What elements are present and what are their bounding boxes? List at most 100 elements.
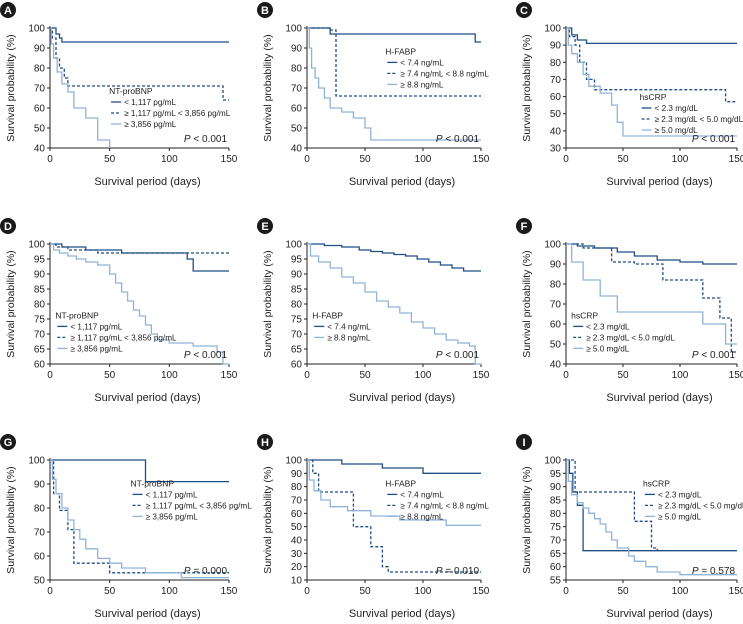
y-tick-label: 100 xyxy=(28,24,45,35)
legend-entry: < 1,117 pg/mL xyxy=(70,322,122,331)
x-tick-label: 0 xyxy=(304,586,310,597)
survival-curve xyxy=(566,243,737,265)
legend-title: H-FABP xyxy=(385,478,416,488)
y-tick-label: 60 xyxy=(291,104,303,115)
survival-curve xyxy=(307,243,481,365)
y-tick-label: 30 xyxy=(550,144,562,155)
panel-letter: A xyxy=(4,5,12,17)
p-value: P < 0.001 xyxy=(436,134,480,145)
x-tick-label: 150 xyxy=(221,370,238,381)
panel-badge xyxy=(0,434,16,450)
y-tick-label: 40 xyxy=(291,536,303,547)
panel-badge xyxy=(516,434,532,450)
y-tick-label: 65 xyxy=(291,345,303,356)
legend-title: hsCRP xyxy=(640,92,667,102)
survival-curve xyxy=(50,27,111,148)
x-tick-label: 0 xyxy=(47,154,53,165)
y-tick-label: 100 xyxy=(28,240,45,251)
legend-entry: < 2.3 mg/dL xyxy=(655,104,699,113)
y-tick-label: 55 xyxy=(550,576,562,587)
legend-entry: ≥ 8.8 ng/mL xyxy=(400,512,444,521)
legend-title: H-FABP xyxy=(385,46,416,56)
x-tick-label: 150 xyxy=(473,154,490,165)
y-tick-label: 95 xyxy=(34,255,46,266)
survival-curve xyxy=(566,27,737,45)
p-value-symbol: P xyxy=(692,134,699,145)
legend-title: hsCRP xyxy=(571,310,598,320)
survival-curve xyxy=(50,459,229,579)
y-tick-label: 90 xyxy=(550,260,562,271)
legend-entry: < 7.4 ng/mL xyxy=(400,58,444,67)
y-tick-label: 80 xyxy=(550,280,562,291)
x-tick-label: 0 xyxy=(563,586,569,597)
survival-curve xyxy=(50,459,229,483)
x-tick-label: 50 xyxy=(359,154,371,165)
y-tick-label: 95 xyxy=(291,255,303,266)
legend-title: NT-proBNP xyxy=(109,86,153,96)
p-value-symbol: P xyxy=(692,350,699,361)
panel-letter: F xyxy=(521,221,528,233)
y-axis-label: Survival probability (%) xyxy=(521,466,533,573)
legend-entry: ≥ 5.0 mg/dL xyxy=(586,344,630,353)
y-tick-label: 75 xyxy=(34,315,46,326)
legend-entry: < 1,117 pg/mL xyxy=(124,98,176,107)
p-value: P < 0.001 xyxy=(184,134,228,145)
y-tick-label: 70 xyxy=(550,75,562,86)
p-value-symbol: P xyxy=(184,350,191,361)
y-tick-label: 80 xyxy=(291,300,303,311)
panel-h: H 10 20 30 40 50 60 70 80 90 100 0 50 100 150 Survival … xyxy=(257,434,490,620)
p-value-symbol: P xyxy=(184,566,191,577)
p-value-text: < 0.001 xyxy=(699,134,736,145)
y-tick-label: 60 xyxy=(34,552,46,563)
legend-entry: ≥ 1,117 pg/mL < 3,856 pg/mL xyxy=(124,109,231,118)
y-tick-label: 70 xyxy=(34,330,46,341)
p-value-text: < 0.001 xyxy=(443,134,480,145)
p-value: P = 0.578 xyxy=(692,566,736,577)
survival-curve xyxy=(566,243,737,345)
legend-entry: < 2.3 mg/dL xyxy=(586,322,630,331)
x-tick-label: 100 xyxy=(415,370,432,381)
y-tick-label: 80 xyxy=(34,504,46,515)
legend-entry: < 7.4 ng/mL xyxy=(400,490,444,499)
panel-letter: H xyxy=(261,437,269,449)
x-axis-label: Survival period (days) xyxy=(606,392,712,404)
y-tick-label: 50 xyxy=(291,124,303,135)
x-axis-label: Survival period (days) xyxy=(349,608,455,620)
survival-curve xyxy=(566,459,737,576)
y-tick-label: 50 xyxy=(291,522,303,533)
legend-entry: ≥ 1,117 pg/mL < 3,856 pg/mL xyxy=(70,333,177,342)
p-value-symbol: P xyxy=(436,350,443,361)
y-tick-label: 70 xyxy=(291,84,303,95)
x-tick-label: 150 xyxy=(221,154,238,165)
legend-entry: ≥ 2.3 mg/dL < 5.0 mg/dL xyxy=(586,333,675,342)
y-tick-label: 70 xyxy=(550,300,562,311)
panel-letter: C xyxy=(520,5,528,17)
x-tick-label: 0 xyxy=(47,370,53,381)
y-axis-label: Survival probability (%) xyxy=(262,250,274,357)
y-tick-label: 65 xyxy=(550,549,562,560)
legend-entry: ≥ 2.3 mg/dL < 5.0 mg/dL xyxy=(658,501,743,510)
legend-entry: ≥ 3,856 pg/mL xyxy=(70,344,123,353)
legend-entry: < 7.4 ng/mL xyxy=(327,322,371,331)
x-axis-label: Survival period (days) xyxy=(94,608,200,620)
y-tick-label: 75 xyxy=(291,315,303,326)
panel-badge xyxy=(516,2,532,18)
y-tick-label: 30 xyxy=(291,549,303,560)
legend-title: NT-proBNP xyxy=(131,478,175,488)
survival-curve xyxy=(50,243,229,254)
x-tick-label: 150 xyxy=(729,370,743,381)
y-tick-label: 70 xyxy=(291,330,303,341)
y-tick-label: 80 xyxy=(291,482,303,493)
panel-e: E 60 65 70 75 80 85 90 95 100 0 50 100 150 Survival pr… xyxy=(257,218,490,404)
y-tick-label: 100 xyxy=(544,456,561,467)
x-tick-label: 100 xyxy=(672,370,689,381)
p-value: P < 0.001 xyxy=(692,350,736,361)
legend-entry: ≥ 2.3 mg/dL < 5.0 mg/dL xyxy=(655,115,743,124)
y-tick-label: 70 xyxy=(291,496,303,507)
x-tick-label: 150 xyxy=(473,586,490,597)
p-value-text: < 0.001 xyxy=(191,134,228,145)
y-tick-label: 85 xyxy=(291,285,303,296)
y-tick-label: 90 xyxy=(291,44,303,55)
survival-curve xyxy=(50,27,229,43)
